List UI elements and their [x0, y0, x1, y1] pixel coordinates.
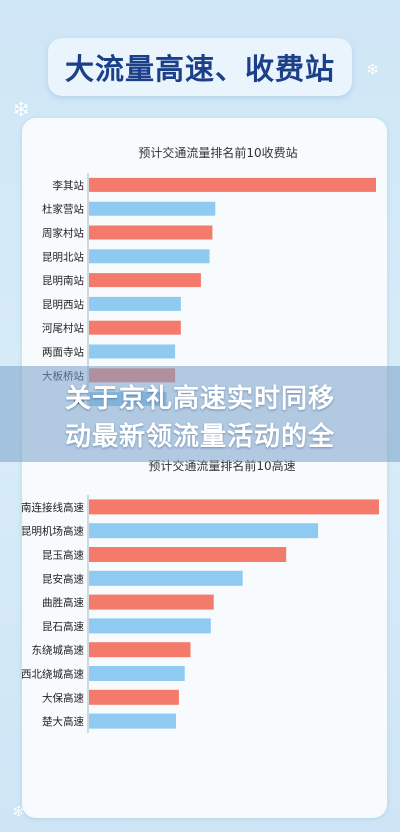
bar — [89, 249, 210, 264]
bar — [89, 642, 191, 658]
bar — [89, 225, 213, 240]
bar — [89, 594, 214, 610]
category-label: 昆安高速 — [42, 572, 84, 585]
bar — [89, 344, 176, 359]
banner-line-2: 动最新领流量活动的全 — [64, 422, 335, 452]
bar — [89, 296, 181, 311]
chart-title: 预计交通流量排名前10收费站 — [138, 145, 297, 160]
category-label: 昆明南站 — [42, 274, 84, 287]
bar — [89, 177, 376, 192]
bar — [89, 273, 201, 288]
category-label: 昆明北站 — [42, 250, 84, 263]
bar — [89, 666, 185, 681]
category-label: 河尾村站 — [42, 322, 84, 335]
banner-line-1: 关于京礼高速实时同移 — [64, 384, 335, 414]
category-label: 昆明机场高速 — [21, 525, 84, 538]
bar — [89, 689, 179, 705]
category-label: 曲胜高速 — [42, 596, 84, 609]
category-label: 昆明西站 — [42, 298, 84, 311]
category-label: 大保高速 — [42, 691, 84, 704]
category-label: 杜家营站 — [42, 203, 84, 216]
bar — [89, 547, 287, 562]
bar — [89, 713, 176, 729]
bar — [89, 570, 243, 586]
category-label: 东绕城高速 — [32, 644, 85, 657]
snowflake-icon: ❄ — [12, 98, 31, 123]
category-label: 楚大高速 — [42, 715, 84, 728]
category-label: 昆玉高速 — [42, 549, 84, 562]
category-label: 西北绕城高速 — [21, 668, 84, 681]
bar — [89, 499, 379, 515]
snowflake-icon: ❄ — [366, 60, 380, 79]
bar — [89, 201, 216, 216]
category-label: 李其站 — [53, 179, 85, 192]
page-title: 大流量高速、收费站 — [64, 52, 335, 86]
bar — [89, 320, 181, 335]
headline-banner: 关于京礼高速实时同移 动最新领流量活动的全 — [0, 366, 400, 462]
category-label: 两面寺站 — [42, 346, 84, 359]
category-label: 周家村站 — [42, 227, 84, 240]
title-box: 大流量高速、收费站 — [48, 38, 352, 96]
category-label: 南连接线高速 — [21, 501, 84, 514]
bar — [89, 523, 319, 539]
category-label: 昆石高速 — [42, 620, 84, 633]
bar — [89, 618, 211, 634]
